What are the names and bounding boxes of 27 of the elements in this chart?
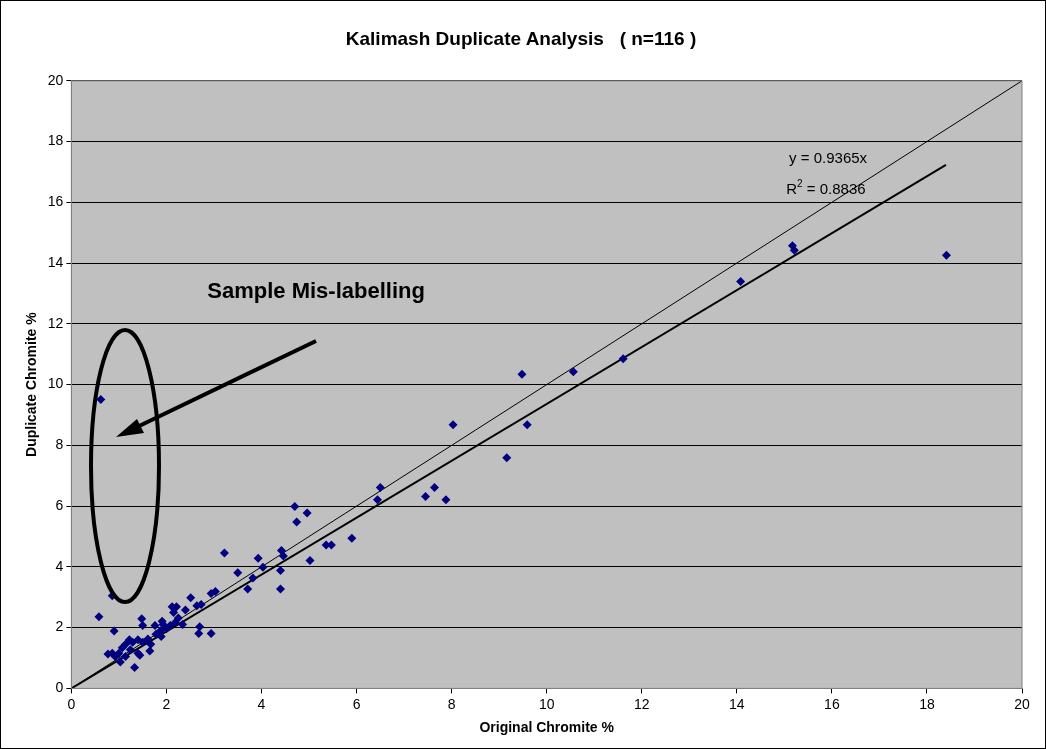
y-tick-label: 12 — [47, 314, 64, 331]
y-tick-label: 2 — [55, 618, 64, 635]
x-axis-title: Original Chromite % — [479, 719, 615, 736]
y-tick-label: 4 — [55, 557, 64, 574]
x-tick-label: 4 — [257, 695, 266, 712]
x-tick-label: 14 — [729, 695, 745, 712]
x-tick-label: 8 — [447, 695, 456, 712]
x-tick-label: 10 — [538, 695, 555, 712]
y-tick-label: 10 — [47, 375, 64, 392]
x-tick-label: 20 — [1014, 695, 1030, 712]
x-tick-label: 0 — [67, 695, 76, 712]
y-tick-label: 16 — [47, 193, 64, 210]
annotation: y = 0.9365x — [789, 149, 868, 167]
x-tick-label: 12 — [633, 695, 650, 712]
x-tick-label: 6 — [352, 695, 361, 712]
x-tick-label: 16 — [824, 695, 840, 712]
y-tick-label: 14 — [47, 253, 64, 270]
y-axis-title: Duplicate Chromite % — [23, 311, 40, 457]
y-tick-label: 0 — [55, 679, 64, 696]
y-tick-label: 8 — [55, 436, 64, 453]
x-tick-label: 18 — [919, 695, 935, 712]
x-tick-label: 2 — [162, 695, 171, 712]
annotation: Sample Mis-labelling — [207, 277, 425, 303]
y-tick-label: 6 — [55, 496, 64, 513]
y-tick-label: 20 — [47, 71, 64, 88]
chart-title: Kalimash Duplicate Analysis ( n=116 ) — [345, 27, 697, 49]
y-tick-label: 18 — [47, 132, 64, 149]
